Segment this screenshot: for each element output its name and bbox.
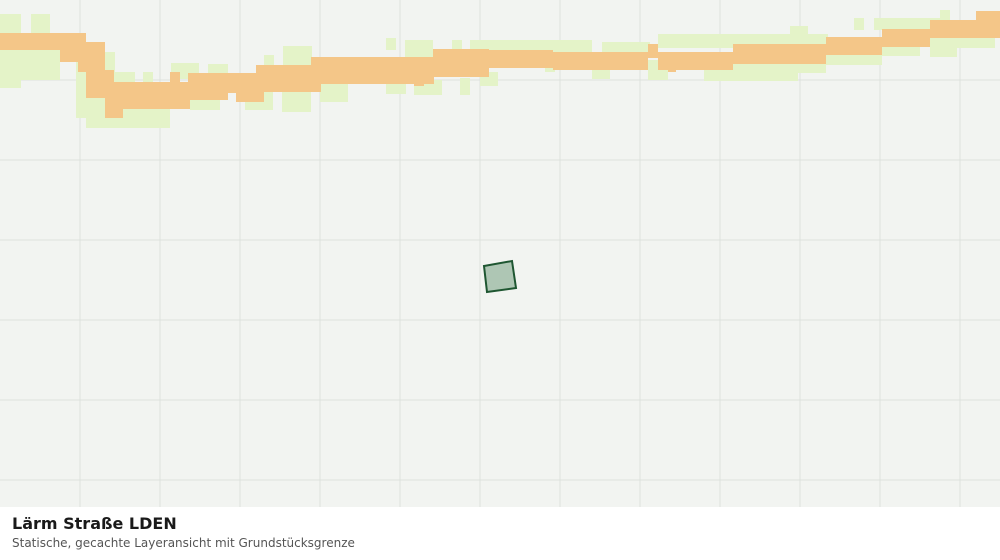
- parcel-boundary: [482, 259, 518, 294]
- noise-zone-high: [0, 11, 1000, 118]
- map-title: Lärm Straße LDEN: [12, 514, 177, 533]
- caption: Lärm Straße LDEN Statische, gecachte Lay…: [0, 507, 1000, 560]
- map: [0, 0, 1000, 507]
- map-subtitle: Statische, gecachte Layeransicht mit Gru…: [12, 536, 355, 550]
